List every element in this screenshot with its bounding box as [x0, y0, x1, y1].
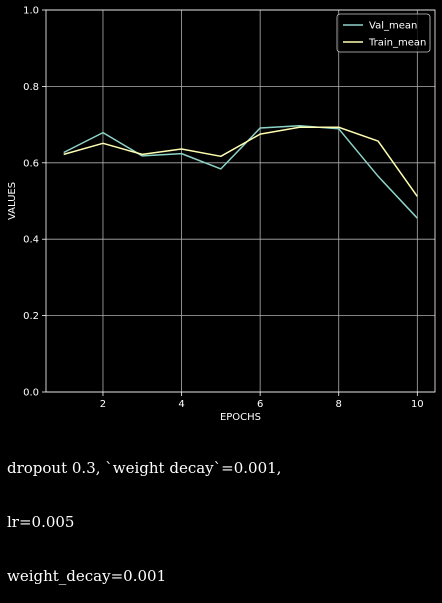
y-tick-label: 1.0	[23, 6, 39, 17]
legend-label: Train_mean	[368, 38, 426, 49]
line-chart: 2 4 6 8 10 0.0 0.2 0.4 0.6 0.8 1.0 EPOCHS VALUES Val_…	[7, 6, 436, 423]
legend: Val_mean Train_mean	[336, 13, 431, 53]
caption-line-3: weight_decay=0.001	[7, 567, 167, 585]
x-tick-label: 8	[336, 399, 342, 410]
axes-frame	[45, 9, 436, 393]
x-tick-label: 10	[411, 399, 424, 410]
y-tick-label: 0.6	[23, 158, 39, 169]
y-axis-label: VALUES	[7, 182, 18, 220]
caption-line-2: lr=0.005	[7, 513, 75, 531]
x-tick-label: 4	[178, 399, 184, 410]
series-line-train-mean	[63, 126, 418, 197]
chart-caption: dropout 0.3, `weight decay`=0.001, lr=0.…	[7, 423, 281, 603]
y-tick-label: 0.2	[23, 311, 39, 322]
plot-area	[46, 10, 435, 392]
x-axis-label: EPOCHS	[220, 412, 261, 423]
legend-label: Val_mean	[369, 21, 417, 32]
x-tick-label: 6	[257, 399, 263, 410]
series-line-val-mean	[63, 125, 418, 219]
y-tick-label: 0.8	[23, 82, 39, 93]
y-tick-label: 0.4	[23, 235, 39, 246]
y-tick-label: 0.0	[23, 388, 39, 399]
x-tick-label: 2	[100, 399, 106, 410]
caption-line-1: dropout 0.3, `weight decay`=0.001,	[7, 459, 282, 477]
